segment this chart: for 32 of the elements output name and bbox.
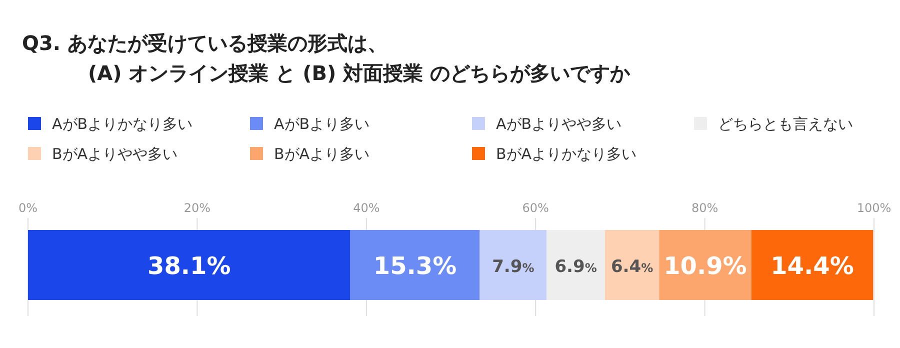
x-tick-label: 40% — [353, 201, 380, 215]
text: 6.4% — [610, 257, 654, 277]
bar — [546, 230, 605, 300]
bar — [751, 230, 874, 300]
x-tick-label: 0% — [18, 201, 38, 215]
bar — [604, 230, 660, 300]
legend-item: BがAよりやや多い — [28, 145, 178, 163]
text: 7.9% — [492, 257, 534, 277]
text: 15.3% — [373, 252, 457, 280]
legend-item: AがBよりかなり多い — [28, 115, 193, 133]
x-tick-label: 80% — [691, 201, 718, 215]
bar — [350, 230, 480, 300]
bar — [28, 230, 350, 300]
legend-label: どちらとも言えない — [718, 115, 853, 133]
text: 14.4% — [770, 252, 854, 280]
x-tick-label: 100% — [856, 201, 892, 215]
legend-item: どちらとも言えない — [694, 115, 853, 133]
legend-label: AがBより多い — [274, 115, 370, 133]
x-tick-label: 60% — [522, 201, 549, 215]
legend-item: BがAより多い — [250, 145, 370, 163]
legend-item: AがBよりやや多い — [472, 115, 622, 133]
legend-item: AがBより多い — [250, 115, 370, 133]
bar — [480, 230, 547, 300]
x-tick-label: 20% — [184, 201, 211, 215]
legend-label: BがAよりやや多い — [52, 145, 178, 163]
chart-title: Q3. あなたが受けている授業の形式は、 (A) オンライン授業 と (B) 対面授業 のどちらが多いですか — [22, 31, 632, 85]
legend-label: AがBよりやや多い — [496, 115, 622, 133]
legend-item: BがAよりかなり多い — [472, 145, 637, 163]
text: 38.1% — [148, 252, 231, 280]
legend-label: BがAより多い — [274, 145, 370, 163]
text: 6.9% — [554, 257, 597, 277]
text: 10.9% — [664, 252, 747, 280]
